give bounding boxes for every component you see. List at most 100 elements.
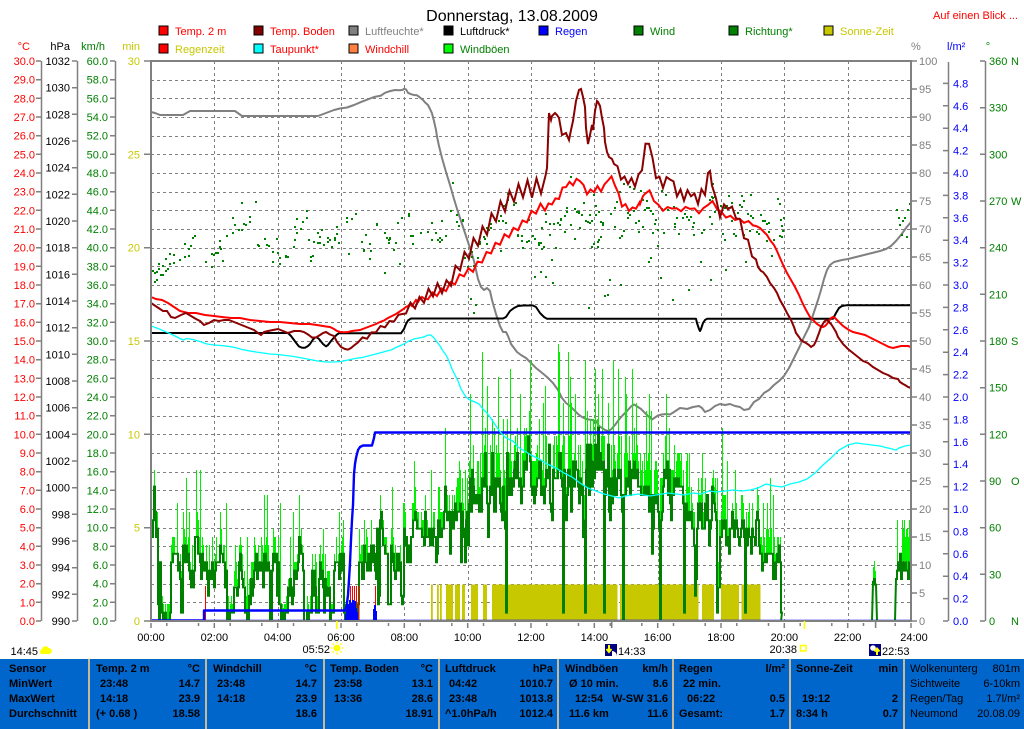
svg-text:1020: 1020 [46,216,70,228]
svg-text:240: 240 [989,243,1007,255]
svg-text:Temp. 2 m: Temp. 2 m [175,26,226,38]
svg-text:992: 992 [52,589,70,601]
svg-text:26.0: 26.0 [14,131,35,143]
svg-text:0.6: 0.6 [953,549,968,561]
svg-text:W: W [1011,196,1022,208]
svg-text:3.0: 3.0 [20,560,35,572]
svg-text:4.0: 4.0 [20,541,35,553]
svg-text:16.0: 16.0 [14,317,35,329]
svg-text:1022: 1022 [46,189,70,201]
svg-text:23.0: 23.0 [14,187,35,199]
svg-text:18:00: 18:00 [707,632,735,644]
svg-text:25: 25 [919,476,931,488]
svg-text:S: S [1011,336,1018,348]
svg-text:12.0: 12.0 [87,504,108,516]
svg-text:38.0: 38.0 [87,261,108,273]
svg-text:0.8: 0.8 [953,526,968,538]
svg-text:08:00: 08:00 [391,632,419,644]
svg-text:18.0: 18.0 [14,280,35,292]
svg-text:6.0: 6.0 [93,560,108,572]
svg-text:85: 85 [919,140,931,152]
svg-text:20.0: 20.0 [14,243,35,255]
svg-text:20: 20 [128,243,140,255]
svg-text:210: 210 [989,289,1007,301]
svg-text:16.0: 16.0 [87,467,108,479]
svg-text:22.0: 22.0 [87,411,108,423]
svg-text:1.0: 1.0 [20,597,35,609]
svg-text:1000: 1000 [46,483,70,495]
svg-text:28.0: 28.0 [87,355,108,367]
svg-text:12.0: 12.0 [14,392,35,404]
svg-text:90: 90 [919,112,931,124]
svg-text:998: 998 [52,509,70,521]
svg-text:2.0: 2.0 [93,597,108,609]
svg-text:46.0: 46.0 [87,187,108,199]
svg-text:7.0: 7.0 [20,485,35,497]
svg-text:15.0: 15.0 [14,336,35,348]
svg-text:Auf einen Blick ...: Auf einen Blick ... [933,10,1018,22]
svg-text:2.0: 2.0 [953,392,968,404]
svg-text:Windchill: Windchill [365,44,409,56]
svg-text:6.0: 6.0 [20,504,35,516]
svg-text:996: 996 [52,536,70,548]
svg-text:24.0: 24.0 [87,392,108,404]
svg-text:1024: 1024 [46,163,70,175]
svg-text:1030: 1030 [46,83,70,95]
svg-text:19.0: 19.0 [14,261,35,273]
svg-text:60: 60 [989,523,1001,535]
svg-text:0: 0 [134,616,140,628]
svg-text:30.0: 30.0 [87,336,108,348]
svg-text:60.0: 60.0 [87,56,108,68]
svg-text:60: 60 [919,280,931,292]
svg-text:0.2: 0.2 [953,594,968,606]
svg-text:95: 95 [919,84,931,96]
svg-text:2.2: 2.2 [953,370,968,382]
svg-text:990: 990 [52,616,70,628]
svg-text:70: 70 [919,224,931,236]
svg-text:100: 100 [919,56,937,68]
svg-text:1026: 1026 [46,136,70,148]
svg-text:10: 10 [919,560,931,572]
svg-text:1.0: 1.0 [953,504,968,516]
svg-text:150: 150 [989,383,1007,395]
svg-text:30: 30 [989,569,1001,581]
svg-text:1.8: 1.8 [953,414,968,426]
svg-text:°: ° [986,41,990,53]
svg-text:27.0: 27.0 [14,112,35,124]
svg-text:4.2: 4.2 [953,146,968,158]
svg-text:8.0: 8.0 [93,541,108,553]
svg-text:30: 30 [919,448,931,460]
svg-text:50: 50 [919,336,931,348]
svg-text:3.8: 3.8 [953,190,968,202]
svg-text:Richtung*: Richtung* [745,26,793,38]
svg-text:1.4: 1.4 [953,459,968,471]
svg-text:2.6: 2.6 [953,325,968,337]
svg-text:35: 35 [919,420,931,432]
svg-text:10:00: 10:00 [454,632,482,644]
svg-text:2.0: 2.0 [20,579,35,591]
svg-text:54.0: 54.0 [87,112,108,124]
svg-text:1006: 1006 [46,403,70,415]
svg-text:56.0: 56.0 [87,93,108,105]
svg-text:Sonne-Zeit: Sonne-Zeit [840,26,894,38]
svg-text:24.0: 24.0 [14,168,35,180]
svg-text:10: 10 [128,429,140,441]
svg-text:1032: 1032 [46,56,70,68]
svg-text:16:00: 16:00 [644,632,672,644]
svg-text:15: 15 [128,336,140,348]
svg-text:180: 180 [989,336,1007,348]
svg-text:3.0: 3.0 [953,280,968,292]
svg-text:30.0: 30.0 [14,56,35,68]
svg-text:0.0: 0.0 [20,616,35,628]
svg-text:22:53: 22:53 [882,646,910,658]
svg-text:26.0: 26.0 [87,373,108,385]
svg-text:1.6: 1.6 [953,437,968,449]
svg-text:30: 30 [128,56,140,68]
svg-text:3.6: 3.6 [953,213,968,225]
svg-text:13.0: 13.0 [14,373,35,385]
svg-text:18.0: 18.0 [87,448,108,460]
svg-text:58.0: 58.0 [87,75,108,87]
svg-text:15: 15 [919,532,931,544]
svg-text:1004: 1004 [46,429,70,441]
svg-text:32.0: 32.0 [87,317,108,329]
